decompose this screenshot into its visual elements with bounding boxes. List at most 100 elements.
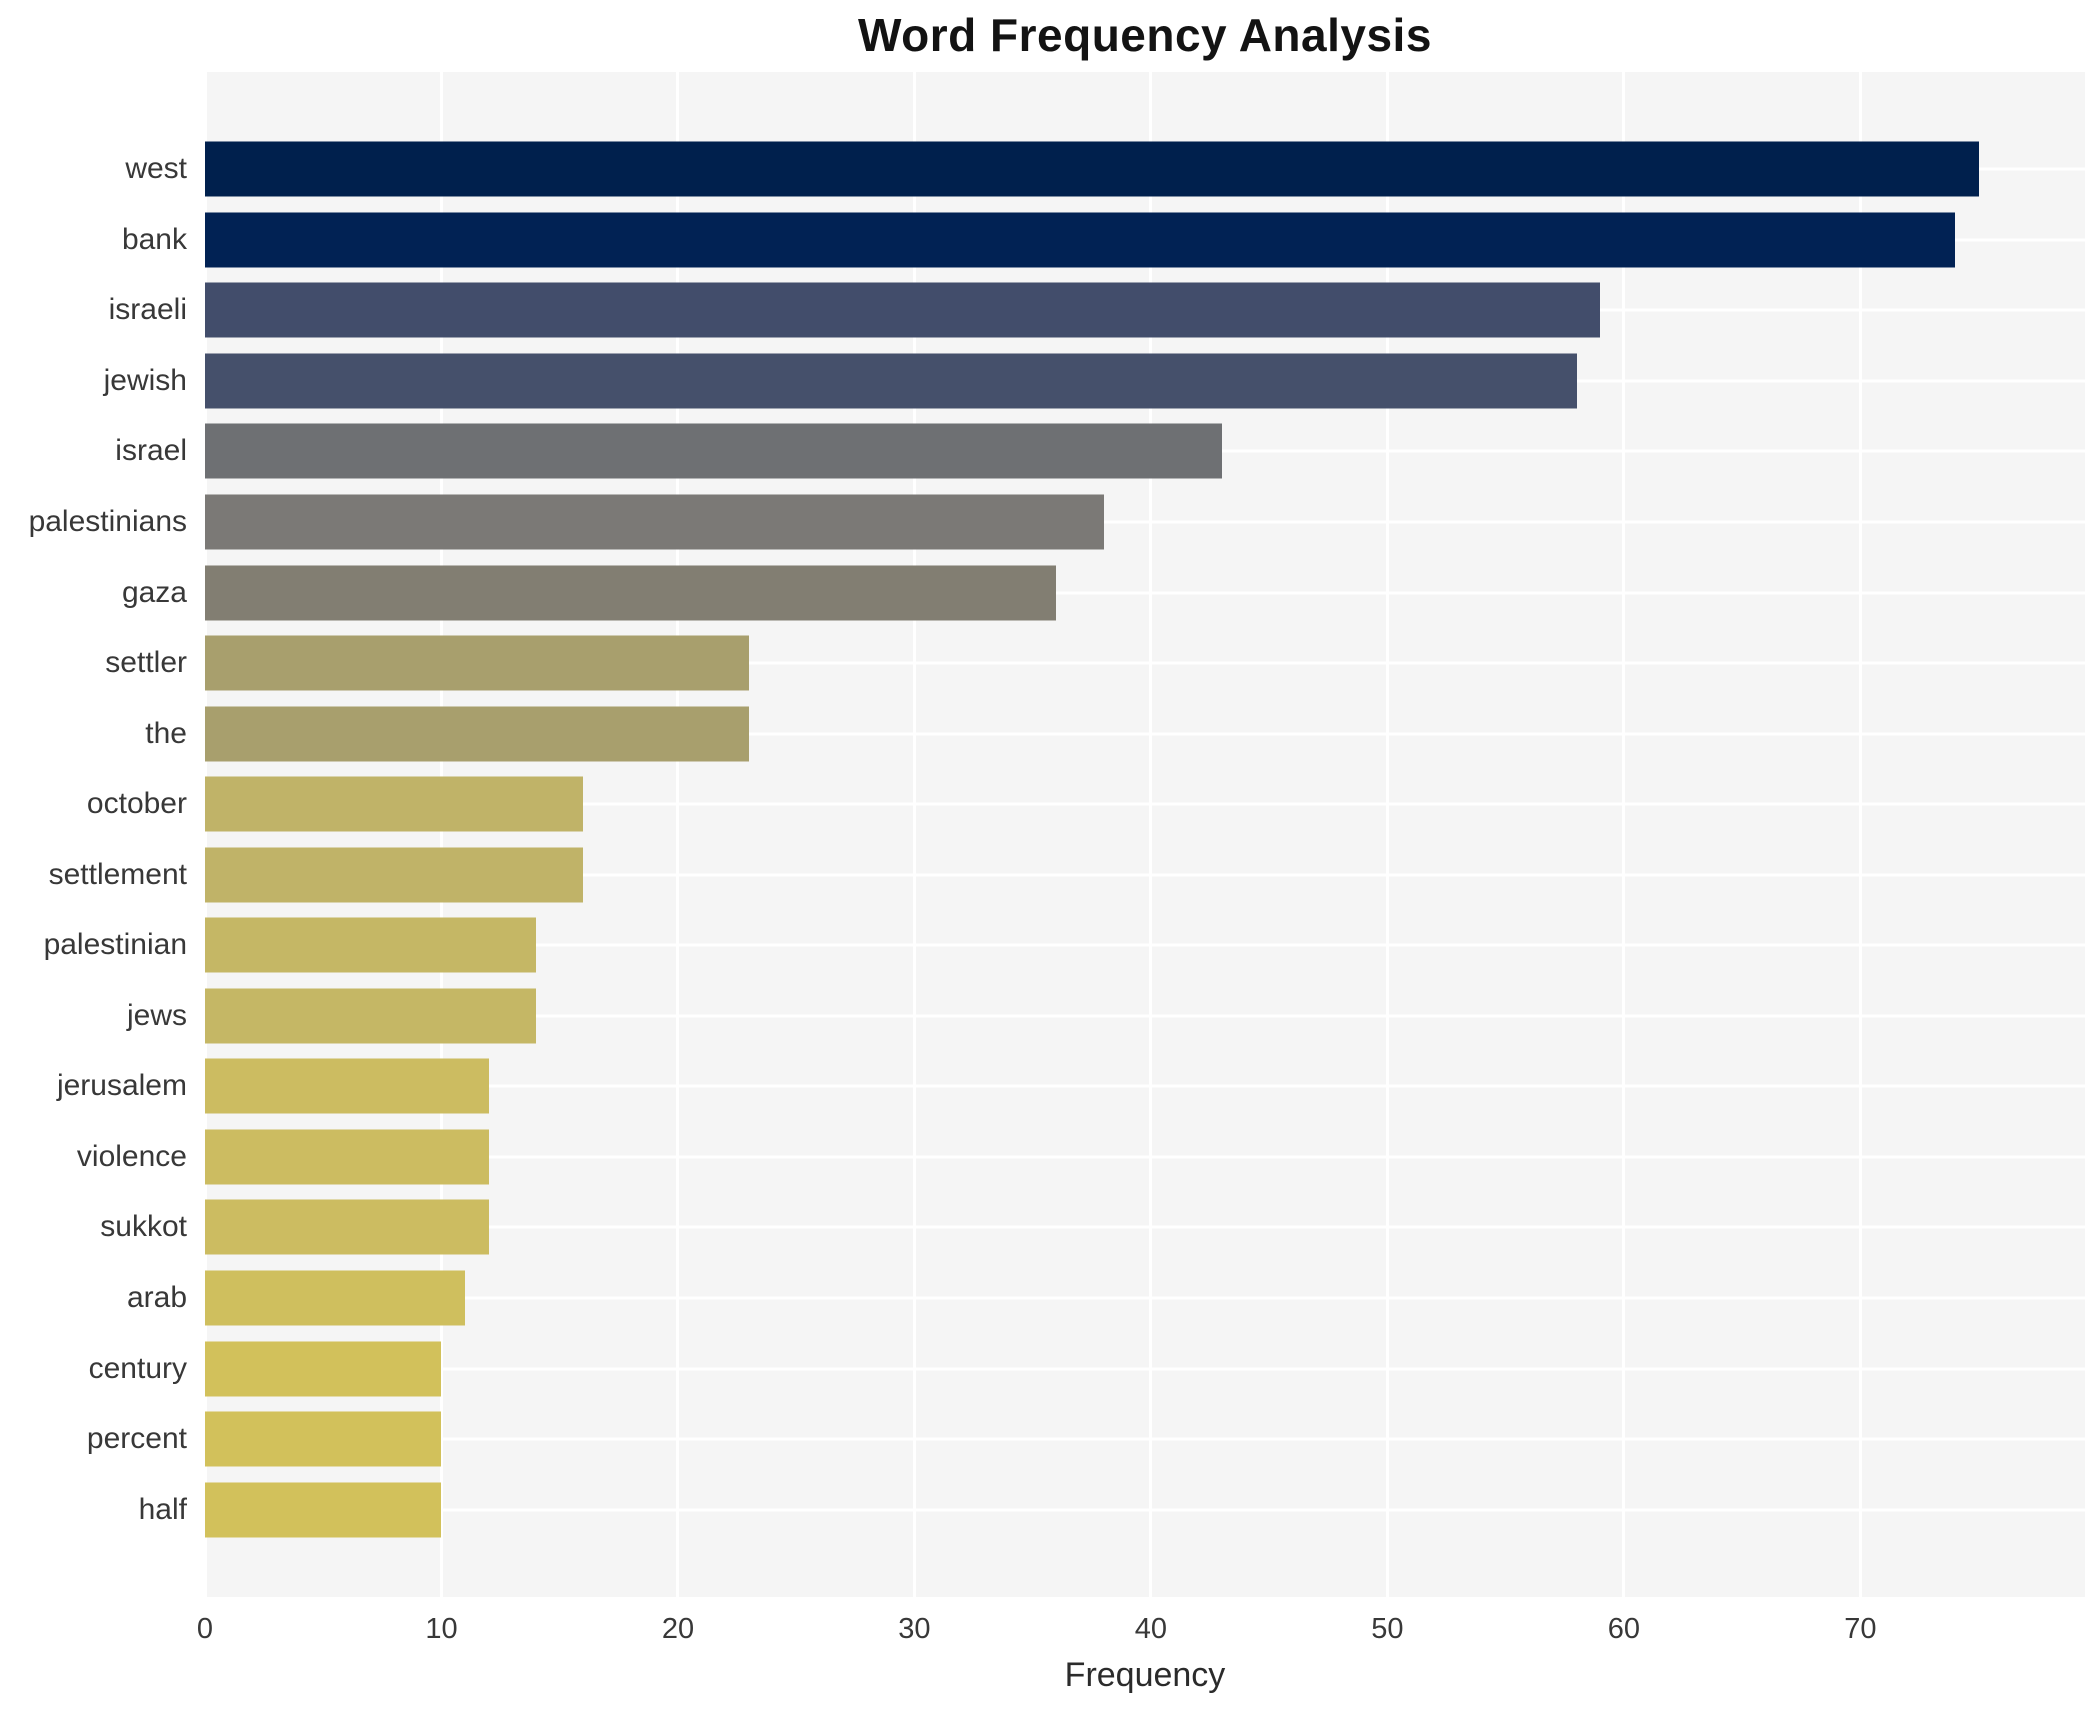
vertical-gridline — [1149, 72, 1153, 1597]
y-tick-label: arab — [126, 1281, 187, 1315]
y-tick-label: israel — [115, 434, 187, 468]
y-tick-label: jewish — [103, 363, 187, 397]
bar-row: sukkot — [0, 1192, 2085, 1263]
y-tick-label: jews — [126, 998, 187, 1032]
frequency-bar — [205, 917, 537, 973]
bar-row: october — [0, 769, 2085, 840]
y-tick-label: west — [125, 152, 187, 186]
y-tick-label: bank — [121, 222, 187, 256]
bar-track — [205, 1333, 2085, 1404]
frequency-bar — [205, 1058, 489, 1114]
vertical-gridline — [439, 72, 443, 1597]
horizontal-gridline — [205, 1084, 2085, 1088]
x-tick-label: 20 — [661, 1613, 695, 1645]
x-tick-label: 10 — [425, 1613, 458, 1645]
y-tick-label: the — [145, 716, 187, 750]
horizontal-gridline — [205, 873, 2085, 877]
frequency-bar — [205, 1341, 442, 1397]
horizontal-gridline — [205, 732, 2085, 736]
bar-row: settlement — [0, 839, 2085, 910]
bar-track — [205, 1404, 2085, 1475]
horizontal-gridline — [205, 1508, 2085, 1512]
bar-row: west — [0, 134, 2085, 205]
bar-track — [205, 1192, 2085, 1263]
y-tick-label: century — [88, 1351, 187, 1385]
bar-row: jerusalem — [0, 1051, 2085, 1122]
vertical-gridline — [1622, 72, 1626, 1597]
y-tick-label: percent — [86, 1422, 187, 1456]
bar-row: arab — [0, 1263, 2085, 1334]
x-tick-label: 30 — [898, 1613, 931, 1645]
vertical-gridline — [912, 72, 916, 1597]
vertical-gridline — [1858, 72, 1862, 1597]
frequency-bar — [205, 212, 1955, 268]
bar-row: palestinians — [0, 487, 2085, 558]
bar-row: bank — [0, 205, 2085, 276]
y-tick-label: jerusalem — [56, 1069, 187, 1103]
bar-row: percent — [0, 1404, 2085, 1475]
horizontal-gridline — [205, 802, 2085, 806]
bar-track — [205, 1122, 2085, 1193]
frequency-bar — [205, 635, 749, 691]
bar-track — [205, 275, 2085, 346]
x-tick-label: 70 — [1844, 1613, 1877, 1645]
x-axis-label: Frequency — [1064, 1656, 1226, 1694]
frequency-bar — [205, 706, 749, 762]
y-tick-label: gaza — [121, 575, 187, 609]
x-tick-label: 40 — [1134, 1613, 1168, 1645]
y-tick-label: settler — [105, 646, 187, 680]
horizontal-gridline — [205, 520, 2085, 524]
horizontal-gridline — [205, 591, 2085, 595]
bar-row: half — [0, 1474, 2085, 1545]
bar-row: israel — [0, 416, 2085, 487]
y-tick-label: violence — [76, 1139, 187, 1173]
horizontal-gridline — [205, 1437, 2085, 1441]
bar-track — [205, 487, 2085, 558]
frequency-bar — [205, 988, 537, 1044]
bar-track — [205, 416, 2085, 487]
bar-track — [205, 628, 2085, 699]
frequency-bar — [205, 353, 1577, 409]
bar-track — [205, 557, 2085, 628]
x-tick-label: 60 — [1607, 1613, 1640, 1645]
bar-track — [205, 910, 2085, 981]
frequency-bar — [205, 1270, 466, 1326]
bar-track — [205, 769, 2085, 840]
bar-track — [205, 839, 2085, 910]
horizontal-gridline — [205, 1225, 2085, 1229]
chart-title: Word Frequency Analysis — [858, 9, 1432, 61]
horizontal-gridline — [205, 1296, 2085, 1300]
bar-track — [205, 698, 2085, 769]
bar-track — [205, 205, 2085, 276]
y-tick-label: sukkot — [100, 1210, 187, 1244]
bar-row: century — [0, 1333, 2085, 1404]
bar-track — [205, 134, 2085, 205]
horizontal-gridline — [205, 1367, 2085, 1371]
horizontal-gridline — [205, 1155, 2085, 1159]
frequency-bar — [205, 141, 1979, 197]
x-axis-ticks: 0 10 20 30 40 50 60 70 — [197, 1605, 2085, 1653]
x-tick-label: 0 — [196, 1613, 214, 1645]
bar-row: gaza — [0, 557, 2085, 628]
horizontal-gridline — [205, 1014, 2085, 1018]
frequency-bar — [205, 565, 1057, 621]
bar-row: the — [0, 698, 2085, 769]
frequency-bar — [205, 1411, 442, 1467]
frequency-bar — [205, 1129, 489, 1185]
frequency-bar — [205, 282, 1601, 338]
bar-row: jews — [0, 981, 2085, 1052]
frequency-bar — [205, 847, 584, 903]
frequency-bar — [205, 776, 584, 832]
bar-track — [205, 981, 2085, 1052]
bar-track — [205, 1263, 2085, 1334]
horizontal-gridline — [205, 661, 2085, 665]
bar-row: violence — [0, 1122, 2085, 1193]
x-tick-label: 50 — [1371, 1613, 1404, 1645]
bar-row: israeli — [0, 275, 2085, 346]
frequency-bar — [205, 423, 1222, 479]
frequency-bar — [205, 1482, 442, 1538]
bar-rows: west bank israeli jewish israel palestinians g… — [0, 72, 2085, 1597]
y-tick-label: palestinians — [28, 505, 187, 538]
y-tick-label: half — [138, 1492, 187, 1526]
frequency-bar — [205, 1199, 489, 1255]
